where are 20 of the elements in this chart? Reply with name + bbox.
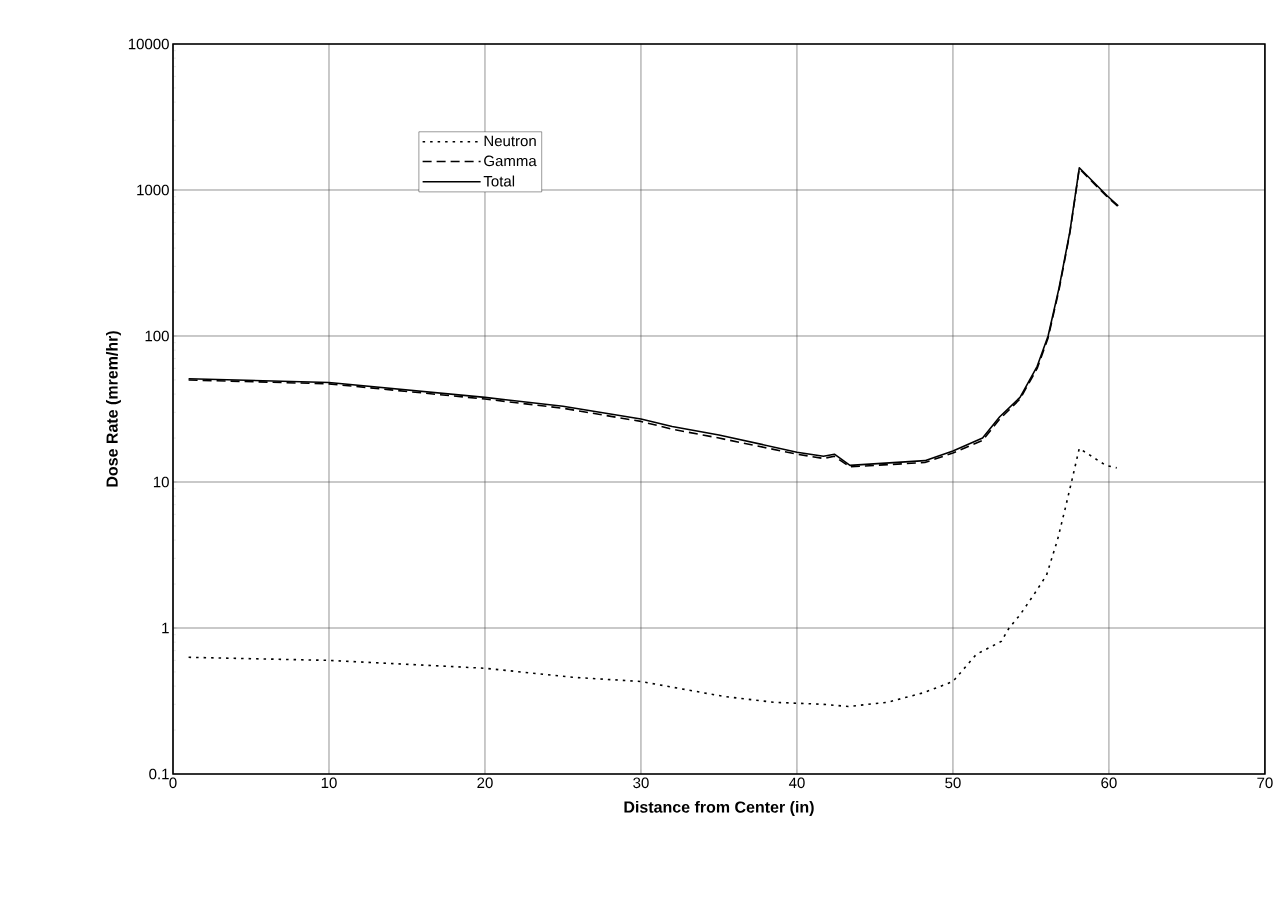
x-tick-label: 20 [477, 777, 493, 789]
x-tick-label: 40 [788, 777, 805, 789]
x-tick-label: 10 [321, 777, 337, 789]
x-tick-label: 70 [1257, 777, 1273, 789]
x-axis-title: Distance from Center (in) [624, 800, 814, 816]
x-tick-label: 60 [1101, 777, 1117, 789]
legend-label: Neutron [484, 135, 536, 147]
y-tick-label: 10 [153, 476, 169, 488]
x-tick-label: 0 [169, 777, 177, 789]
x-tick-label: 30 [633, 777, 649, 789]
y-tick-label: 1 [162, 622, 169, 634]
y-tick-label: 0.1 [149, 768, 169, 780]
legend-label: Gamma [484, 155, 537, 167]
x-tick-label: 50 [945, 777, 961, 789]
y-axis-title: Dose Rate (mrem/hr) [106, 331, 121, 487]
legend-label: Total [483, 175, 515, 187]
y-tick-label: 1000 [137, 184, 169, 196]
y-tick-label: 10000 [128, 38, 169, 50]
y-tick-label: 100 [145, 330, 169, 342]
line-series [187, 447, 1118, 708]
